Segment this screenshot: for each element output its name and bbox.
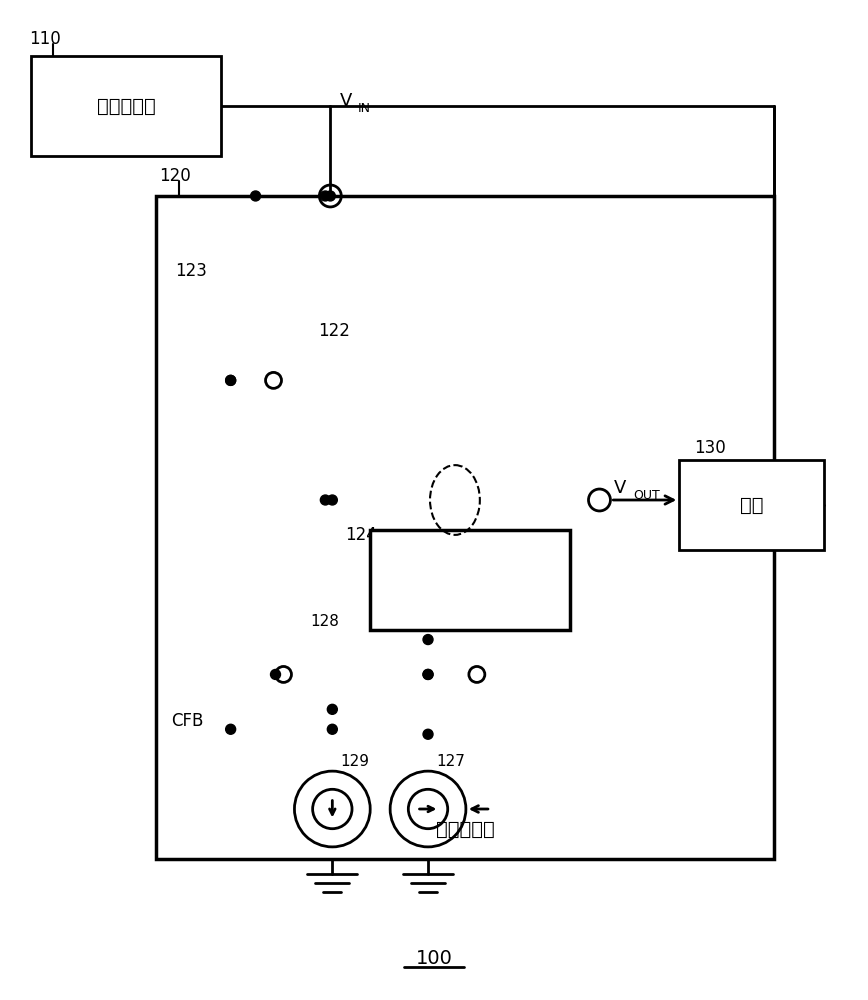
Text: OUT: OUT: [634, 489, 660, 502]
Bar: [371, 530, 569, 630]
Circle shape: [423, 669, 433, 679]
Text: V: V: [614, 479, 626, 497]
Text: 122: 122: [319, 322, 351, 340]
Circle shape: [327, 724, 338, 734]
Bar: [680, 460, 824, 550]
Circle shape: [423, 635, 433, 645]
Text: 126: 126: [460, 614, 489, 629]
Circle shape: [423, 729, 433, 739]
Text: 100: 100: [416, 949, 452, 968]
Text: 噪声检测器: 噪声检测器: [443, 571, 496, 589]
Text: 电流调节器: 电流调节器: [436, 819, 494, 838]
Text: 129: 129: [340, 754, 369, 769]
Circle shape: [226, 724, 235, 734]
Circle shape: [326, 191, 335, 201]
Text: V: V: [340, 92, 352, 110]
Circle shape: [271, 669, 280, 679]
Bar: [156, 196, 774, 859]
Text: 124: 124: [345, 526, 377, 544]
Circle shape: [327, 495, 338, 505]
Text: 123: 123: [174, 262, 207, 280]
Text: CFB: CFB: [171, 712, 203, 730]
FancyArrowPatch shape: [472, 806, 488, 812]
Text: 130: 130: [694, 439, 726, 457]
Circle shape: [226, 375, 235, 385]
Circle shape: [423, 669, 433, 679]
Circle shape: [251, 191, 260, 201]
FancyArrowPatch shape: [613, 496, 674, 504]
Text: 110: 110: [30, 30, 61, 48]
Circle shape: [320, 495, 331, 505]
Circle shape: [327, 704, 338, 714]
Circle shape: [320, 191, 331, 201]
Bar: [31, 56, 220, 156]
Circle shape: [226, 375, 235, 385]
Text: IN: IN: [358, 102, 372, 115]
Text: 128: 128: [311, 614, 339, 629]
Text: 负载: 负载: [740, 495, 763, 514]
Text: 127: 127: [436, 754, 465, 769]
Text: 电压调节器: 电压调节器: [96, 97, 155, 116]
Text: 120: 120: [159, 167, 191, 185]
